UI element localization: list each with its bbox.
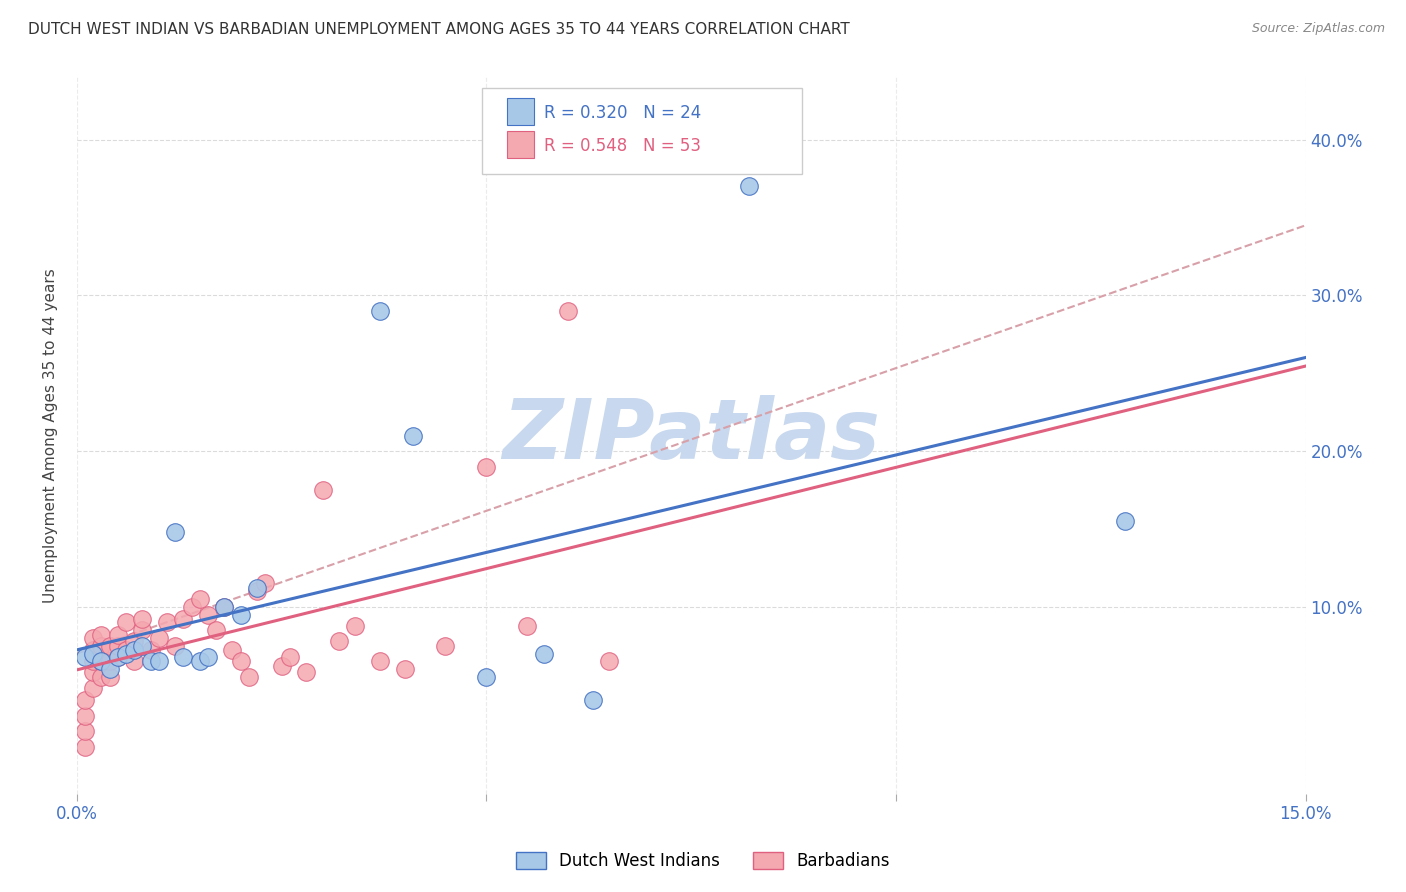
Point xyxy=(90,639,112,653)
Point xyxy=(82,665,104,680)
Point xyxy=(165,639,187,653)
Point xyxy=(188,654,211,668)
Point xyxy=(73,649,96,664)
Point xyxy=(229,654,252,668)
Text: Source: ZipAtlas.com: Source: ZipAtlas.com xyxy=(1251,22,1385,36)
Point xyxy=(172,649,194,664)
Point xyxy=(82,647,104,661)
FancyBboxPatch shape xyxy=(508,98,534,126)
Point xyxy=(131,639,153,653)
Point xyxy=(115,643,138,657)
Point xyxy=(131,623,153,637)
Point xyxy=(197,649,219,664)
Point xyxy=(98,662,121,676)
Point xyxy=(582,693,605,707)
FancyBboxPatch shape xyxy=(482,88,801,174)
Point xyxy=(197,607,219,622)
Point xyxy=(533,647,555,661)
Point xyxy=(73,693,96,707)
Point xyxy=(278,649,301,664)
Point xyxy=(98,639,121,653)
Point xyxy=(107,628,129,642)
Point xyxy=(229,607,252,622)
Point xyxy=(180,599,202,614)
Point xyxy=(90,670,112,684)
Text: DUTCH WEST INDIAN VS BARBADIAN UNEMPLOYMENT AMONG AGES 35 TO 44 YEARS CORRELATIO: DUTCH WEST INDIAN VS BARBADIAN UNEMPLOYM… xyxy=(28,22,849,37)
Point xyxy=(122,634,145,648)
Point xyxy=(246,581,269,595)
Point xyxy=(82,631,104,645)
Point xyxy=(394,662,416,676)
Point xyxy=(148,631,170,645)
Point xyxy=(246,584,269,599)
Point xyxy=(122,643,145,657)
Point xyxy=(368,304,391,318)
Point xyxy=(172,612,194,626)
Point xyxy=(73,708,96,723)
Point xyxy=(737,179,759,194)
Point xyxy=(165,525,187,540)
Point xyxy=(214,599,236,614)
Point xyxy=(122,654,145,668)
Point xyxy=(475,459,498,474)
Point xyxy=(90,628,112,642)
Point xyxy=(238,670,260,684)
FancyBboxPatch shape xyxy=(508,131,534,159)
Point xyxy=(221,643,243,657)
Point xyxy=(139,643,162,657)
Point xyxy=(82,681,104,695)
Point xyxy=(131,612,153,626)
Point xyxy=(90,654,112,668)
Point xyxy=(82,643,104,657)
Point xyxy=(82,654,104,668)
Y-axis label: Unemployment Among Ages 35 to 44 years: Unemployment Among Ages 35 to 44 years xyxy=(44,268,58,603)
Point xyxy=(328,634,350,648)
Point xyxy=(139,654,162,668)
Point xyxy=(434,639,457,653)
Point xyxy=(311,483,333,497)
Point xyxy=(156,615,179,630)
Point xyxy=(598,654,620,668)
Point xyxy=(270,659,292,673)
Text: ZIPatlas: ZIPatlas xyxy=(502,395,880,476)
Point xyxy=(107,649,129,664)
Point xyxy=(557,304,579,318)
Point xyxy=(402,428,425,442)
Point xyxy=(1114,514,1136,528)
Point xyxy=(188,592,211,607)
Legend: Dutch West Indians, Barbadians: Dutch West Indians, Barbadians xyxy=(509,845,897,877)
Point xyxy=(148,654,170,668)
Point xyxy=(344,618,367,632)
Point xyxy=(73,739,96,754)
Point xyxy=(90,654,112,668)
Point xyxy=(73,724,96,739)
Point xyxy=(98,670,121,684)
Point xyxy=(214,599,236,614)
Point xyxy=(516,618,538,632)
Text: R = 0.548   N = 53: R = 0.548 N = 53 xyxy=(544,137,700,155)
Point xyxy=(115,615,138,630)
Point xyxy=(205,623,228,637)
Point xyxy=(107,649,129,664)
Text: R = 0.320   N = 24: R = 0.320 N = 24 xyxy=(544,104,702,122)
Point xyxy=(295,665,318,680)
Point xyxy=(98,654,121,668)
Point xyxy=(115,647,138,661)
Point xyxy=(254,576,277,591)
Point xyxy=(107,639,129,653)
Point xyxy=(368,654,391,668)
Point xyxy=(475,670,498,684)
